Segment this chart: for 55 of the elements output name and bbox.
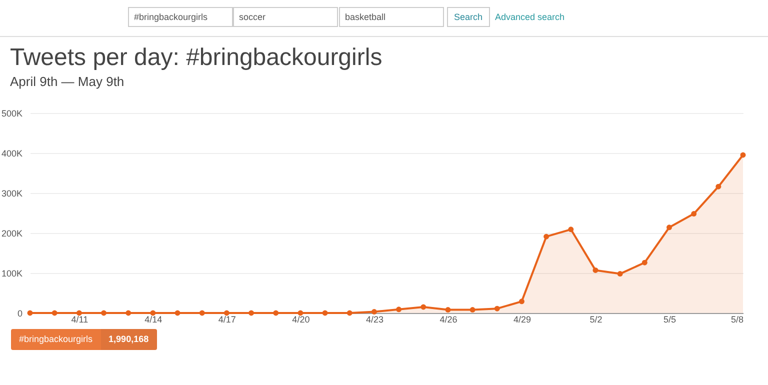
- point: [716, 184, 722, 190]
- point: [592, 267, 598, 273]
- point: [248, 310, 254, 316]
- point: [101, 310, 106, 316]
- point: [518, 298, 524, 304]
- point: [691, 211, 697, 217]
- x-tick-label: 4/29: [513, 314, 531, 324]
- point: [544, 234, 550, 240]
- y-tick-label: 0: [17, 308, 22, 318]
- x-tick-label: 5/5: [663, 314, 676, 324]
- y-tick-label: 400K: [1, 148, 22, 158]
- point: [371, 309, 377, 315]
- search-field: #bringbackourgirls: [128, 7, 233, 27]
- point: [445, 307, 451, 313]
- point: [298, 310, 304, 316]
- point: [470, 307, 476, 313]
- x-tick-label: 4/11: [71, 314, 88, 324]
- point: [126, 310, 132, 316]
- point: [273, 310, 279, 316]
- text: 1,990,168: [100, 329, 157, 350]
- point: [642, 260, 648, 266]
- y-tick-label: 100K: [1, 268, 22, 278]
- point: [150, 310, 156, 316]
- point: [322, 310, 328, 316]
- x-tick-label: 4/26: [440, 314, 458, 324]
- x-tick-label: 4/17: [218, 314, 236, 324]
- point: [396, 306, 402, 312]
- search-link: Advanced search: [495, 11, 565, 24]
- point: [52, 310, 58, 316]
- x-tick-label: 5/8: [730, 314, 744, 324]
- x-tick-label: 4/23: [366, 314, 384, 324]
- chart-title: Tweets per day: #bringbackourgirls: [10, 44, 382, 72]
- text: #bringbackourgirls: [18, 333, 94, 346]
- point: [346, 310, 352, 316]
- point: [617, 271, 623, 277]
- x-tick-label: 5/2: [590, 314, 602, 324]
- y-tick-label: 200K: [1, 228, 22, 238]
- x-tick-label: 4/20: [292, 314, 310, 324]
- point: [224, 310, 230, 316]
- chart-subtitle: April 9th — May 9th: [10, 74, 124, 89]
- search-field: basketball: [339, 7, 444, 27]
- search-button: Search: [447, 7, 490, 27]
- point: [27, 310, 33, 316]
- point: [76, 310, 82, 316]
- point: [494, 306, 500, 312]
- point: [568, 226, 574, 232]
- y-tick-label: 500K: [1, 108, 22, 118]
- point: [420, 304, 426, 310]
- point: [666, 224, 672, 230]
- y-tick-label: 300K: [1, 188, 22, 198]
- point: [740, 152, 746, 158]
- x-tick-label: 4/14: [144, 314, 162, 324]
- search-field: soccer: [233, 7, 338, 27]
- point: [174, 310, 180, 316]
- point: [199, 310, 205, 316]
